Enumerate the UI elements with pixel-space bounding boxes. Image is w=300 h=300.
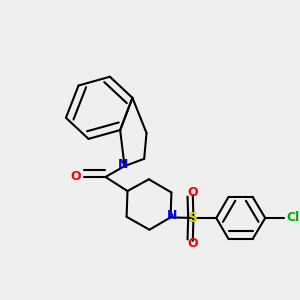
Text: S: S xyxy=(188,211,198,225)
Text: Cl: Cl xyxy=(286,212,299,224)
Text: O: O xyxy=(70,170,81,184)
Text: N: N xyxy=(118,158,128,171)
Text: N: N xyxy=(167,209,177,222)
Text: O: O xyxy=(188,237,198,250)
Text: O: O xyxy=(188,186,198,199)
